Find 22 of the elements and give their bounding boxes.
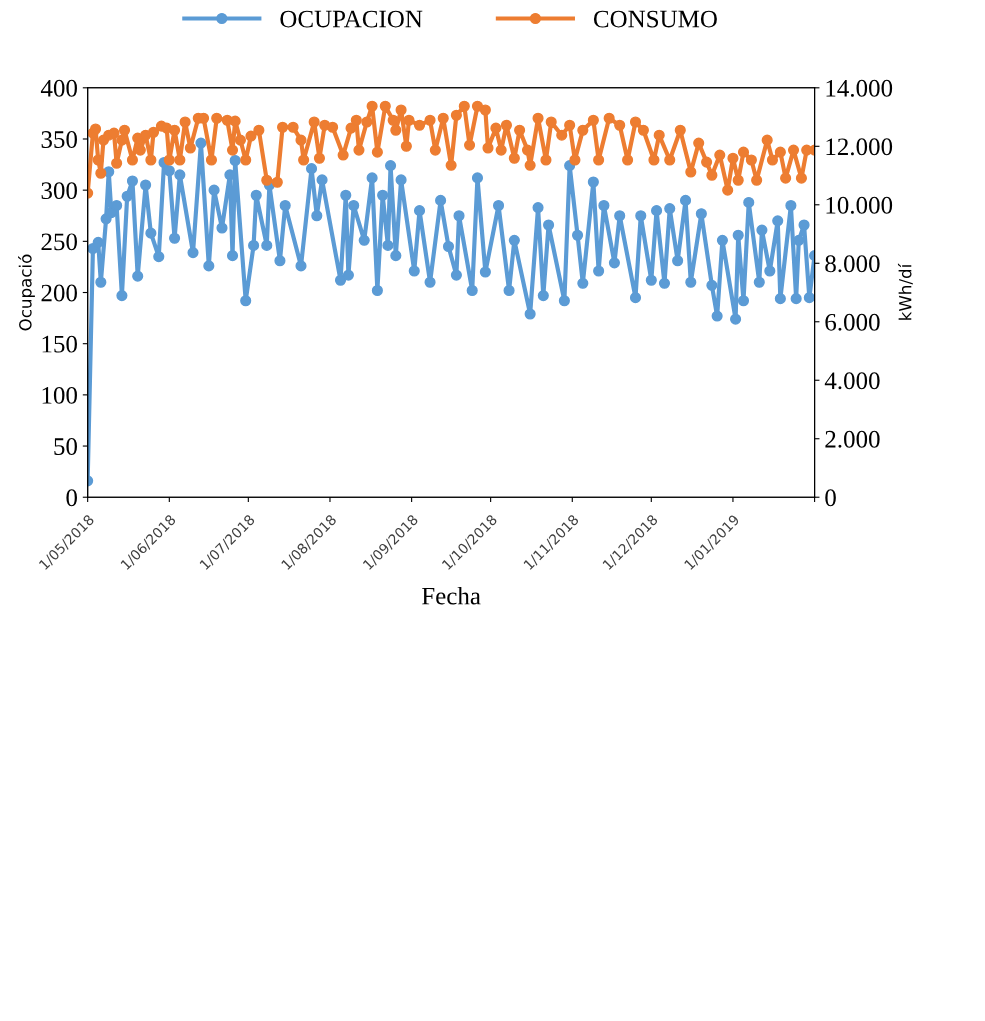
y-tick-label: 0: [66, 489, 77, 507]
y-tick-label: 350: [41, 131, 77, 148]
y-tick-label: 300: [41, 182, 77, 200]
legend-label: OCUPACION: [280, 10, 423, 28]
y2-tick-label: 8.000: [825, 255, 880, 273]
y-axis-title: Ocupació: [18, 254, 35, 331]
y2-tick-label: 12.000: [826, 138, 893, 156]
y-tick-label: 400: [40, 79, 77, 97]
y2-tick-label: 6.000: [825, 313, 880, 331]
y2-tick-label: 10.000: [826, 196, 893, 214]
y2-tick-label: 0: [825, 489, 836, 507]
x-axis-title: Fecha: [422, 586, 481, 605]
y2-tick-label: 2.000: [825, 430, 880, 448]
y2-tick-label: 4.000: [824, 372, 880, 390]
y-tick-label: 150: [42, 335, 77, 353]
legend-label: CONSUMO: [593, 10, 717, 28]
y2-axis-title: kWh/dí: [897, 263, 913, 320]
y-tick-label: 100: [42, 386, 77, 404]
y-tick-label: 50: [54, 438, 77, 455]
y-tick-label: 250: [41, 233, 77, 251]
y2-tick-label: 14.000: [826, 79, 893, 97]
y-tick-label: 200: [41, 284, 77, 302]
